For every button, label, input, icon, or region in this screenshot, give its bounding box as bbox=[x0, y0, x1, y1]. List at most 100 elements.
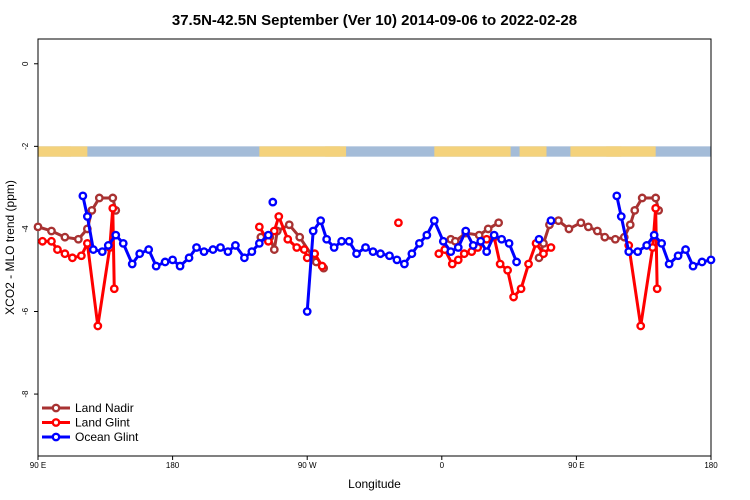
series-layer bbox=[33, 191, 716, 331]
ocean-band bbox=[38, 146, 711, 157]
data-point bbox=[168, 255, 178, 265]
data-point bbox=[292, 243, 302, 252]
legend-label: Land Glint bbox=[75, 416, 130, 430]
data-point bbox=[268, 197, 278, 207]
data-point bbox=[78, 191, 88, 201]
data-point bbox=[184, 253, 194, 263]
y-tick-label: -4 bbox=[21, 225, 30, 233]
data-point bbox=[87, 205, 97, 215]
data-point bbox=[33, 222, 43, 232]
data-point bbox=[60, 232, 70, 242]
data-point bbox=[489, 230, 499, 240]
data-point bbox=[329, 243, 339, 252]
data-point bbox=[76, 251, 86, 261]
data-point bbox=[192, 243, 201, 252]
data-point bbox=[422, 230, 432, 240]
data-point bbox=[151, 261, 161, 271]
data-point bbox=[60, 249, 70, 259]
x-axis-label: Longitude bbox=[348, 477, 401, 491]
data-point bbox=[103, 241, 113, 250]
data-point bbox=[637, 193, 647, 203]
data-point bbox=[592, 226, 602, 236]
y-tick-label: -8 bbox=[21, 390, 30, 398]
data-point bbox=[223, 247, 233, 257]
data-point bbox=[127, 259, 137, 269]
data-point bbox=[407, 249, 417, 259]
x-tick-label: 90 W bbox=[298, 461, 317, 470]
data-point bbox=[199, 247, 209, 257]
data-point bbox=[446, 247, 456, 257]
data-point bbox=[610, 234, 620, 244]
data-point bbox=[453, 243, 463, 252]
data-point bbox=[564, 224, 574, 234]
land-band bbox=[325, 146, 341, 157]
data-point bbox=[344, 236, 354, 246]
land-ocean-strip bbox=[38, 146, 711, 157]
data-point bbox=[534, 234, 544, 244]
data-point bbox=[352, 249, 361, 259]
data-point bbox=[208, 245, 218, 254]
data-point bbox=[263, 230, 273, 240]
land-band bbox=[60, 146, 71, 157]
data-point bbox=[600, 232, 610, 242]
data-point bbox=[576, 218, 586, 228]
data-point bbox=[483, 224, 493, 234]
data-point bbox=[616, 212, 626, 221]
data-point bbox=[144, 245, 154, 254]
data-point bbox=[254, 222, 264, 232]
y-tick-label: -2 bbox=[21, 142, 30, 150]
data-point bbox=[284, 220, 294, 230]
data-point bbox=[651, 193, 661, 203]
data-point bbox=[274, 212, 284, 221]
data-point bbox=[509, 292, 518, 302]
data-point bbox=[504, 238, 514, 248]
data-point bbox=[546, 216, 556, 226]
series-line bbox=[305, 219, 518, 312]
data-point bbox=[254, 238, 264, 248]
chart-title: 37.5N-42.5N September (Ver 10) 2014-09-0… bbox=[172, 12, 577, 29]
data-point bbox=[88, 245, 98, 254]
data-point bbox=[434, 249, 444, 259]
data-point bbox=[394, 218, 403, 228]
data-point bbox=[688, 261, 698, 271]
series-ocean-glint bbox=[78, 191, 716, 316]
y-tick-label: 0 bbox=[21, 61, 30, 66]
x-tick-label: 0 bbox=[440, 461, 445, 470]
data-point bbox=[47, 226, 56, 236]
data-point bbox=[118, 238, 128, 248]
data-point bbox=[651, 203, 661, 213]
data-point bbox=[73, 234, 83, 244]
data-point bbox=[302, 253, 312, 263]
x-tick-label: 90 E bbox=[30, 461, 46, 470]
data-point bbox=[624, 247, 634, 257]
data-point bbox=[299, 245, 309, 254]
data-point bbox=[482, 247, 492, 257]
legend-marker bbox=[51, 418, 61, 427]
data-point bbox=[512, 257, 521, 267]
data-point bbox=[67, 253, 77, 263]
land-band bbox=[519, 146, 547, 157]
data-point bbox=[664, 259, 674, 269]
data-point bbox=[636, 321, 646, 331]
data-point bbox=[497, 234, 507, 244]
data-point bbox=[652, 284, 662, 294]
data-point bbox=[302, 307, 312, 316]
data-point bbox=[414, 238, 424, 248]
data-point bbox=[495, 259, 505, 269]
data-point bbox=[706, 255, 716, 265]
data-point bbox=[468, 241, 478, 250]
land-band bbox=[259, 146, 347, 157]
data-point bbox=[239, 253, 249, 263]
data-point bbox=[438, 236, 448, 246]
data-point bbox=[111, 230, 121, 240]
data-point bbox=[697, 257, 707, 267]
data-point bbox=[642, 241, 652, 250]
legend-item: Land Glint bbox=[42, 416, 130, 430]
data-point bbox=[392, 255, 402, 265]
y-tick-label: -6 bbox=[21, 307, 30, 315]
data-point bbox=[216, 243, 225, 252]
data-point bbox=[47, 236, 56, 246]
data-point bbox=[447, 259, 457, 269]
data-point bbox=[673, 251, 683, 261]
